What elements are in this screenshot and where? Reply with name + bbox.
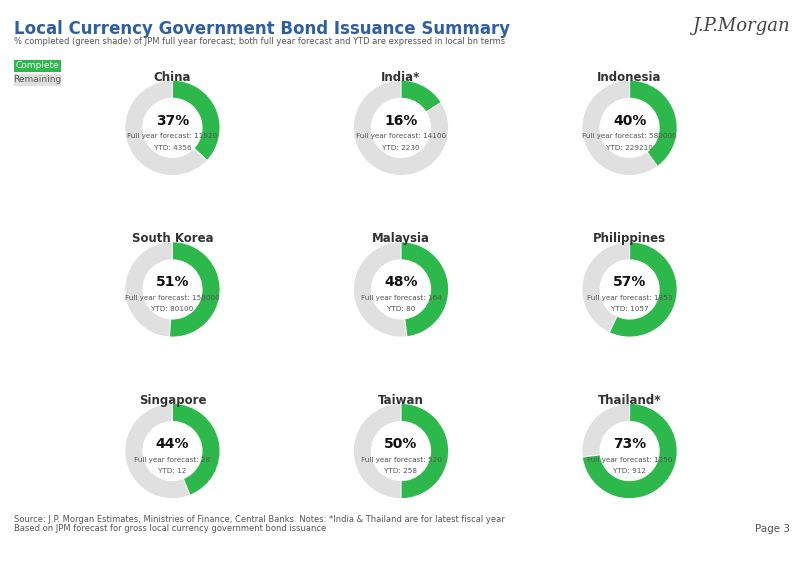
Text: Full year forecast: 158000: Full year forecast: 158000 bbox=[125, 295, 220, 301]
Text: Full year forecast: 520: Full year forecast: 520 bbox=[361, 456, 441, 463]
Wedge shape bbox=[172, 403, 220, 496]
Text: Full year forecast: 580000: Full year forecast: 580000 bbox=[582, 133, 677, 139]
Text: YTD: 912: YTD: 912 bbox=[613, 468, 646, 474]
Text: Based on JPM forecast for gross local currency government bond issuance: Based on JPM forecast for gross local cu… bbox=[14, 524, 326, 534]
Text: Source: J.P. Morgan Estimates, Ministries of Finance, Central Banks. Notes: *Ind: Source: J.P. Morgan Estimates, Ministrie… bbox=[14, 515, 505, 524]
Text: % completed (green shade) of JPM full year forecast; both full year forecast and: % completed (green shade) of JPM full ye… bbox=[14, 37, 505, 46]
Wedge shape bbox=[582, 403, 677, 499]
Wedge shape bbox=[354, 242, 448, 337]
Text: Full year forecast: 164: Full year forecast: 164 bbox=[361, 295, 441, 301]
Text: 50%: 50% bbox=[384, 437, 418, 451]
Text: 51%: 51% bbox=[156, 276, 189, 289]
Text: Singapore: Singapore bbox=[139, 394, 206, 407]
Text: 57%: 57% bbox=[613, 276, 646, 289]
Text: Philippines: Philippines bbox=[593, 232, 666, 246]
Text: Remaining: Remaining bbox=[14, 75, 62, 84]
Text: China: China bbox=[154, 71, 191, 84]
Text: 48%: 48% bbox=[384, 276, 418, 289]
Text: Page 3: Page 3 bbox=[755, 524, 790, 535]
Text: Full year forecast: 11920: Full year forecast: 11920 bbox=[128, 133, 217, 139]
Text: J.P.Morgan: J.P.Morgan bbox=[692, 17, 790, 35]
Text: 37%: 37% bbox=[156, 114, 189, 128]
Wedge shape bbox=[401, 80, 441, 112]
Wedge shape bbox=[401, 242, 448, 337]
Wedge shape bbox=[125, 403, 220, 499]
Wedge shape bbox=[125, 80, 220, 176]
Wedge shape bbox=[630, 80, 677, 167]
Text: South Korea: South Korea bbox=[132, 232, 213, 246]
Text: 16%: 16% bbox=[384, 114, 418, 128]
Text: Full year forecast: 28: Full year forecast: 28 bbox=[134, 456, 211, 463]
Wedge shape bbox=[582, 242, 677, 337]
Text: India*: India* bbox=[381, 71, 421, 84]
Wedge shape bbox=[610, 242, 677, 337]
Text: YTD: 258: YTD: 258 bbox=[384, 468, 418, 474]
Text: Complete: Complete bbox=[16, 61, 59, 70]
Text: Full year forecast: 1250: Full year forecast: 1250 bbox=[587, 456, 672, 463]
Wedge shape bbox=[172, 80, 220, 160]
Text: YTD: 1057: YTD: 1057 bbox=[611, 307, 648, 312]
Text: 40%: 40% bbox=[613, 114, 646, 128]
Wedge shape bbox=[354, 403, 448, 499]
Text: YTD: 2230: YTD: 2230 bbox=[383, 145, 419, 151]
Text: Taiwan: Taiwan bbox=[378, 394, 424, 407]
Wedge shape bbox=[354, 80, 448, 176]
Text: 44%: 44% bbox=[156, 437, 189, 451]
Wedge shape bbox=[125, 242, 220, 337]
Wedge shape bbox=[582, 403, 677, 499]
Text: Malaysia: Malaysia bbox=[372, 232, 430, 246]
Text: Full year forecast: 1853: Full year forecast: 1853 bbox=[587, 295, 672, 301]
Text: 73%: 73% bbox=[613, 437, 646, 451]
Text: YTD: 4356: YTD: 4356 bbox=[154, 145, 191, 151]
Text: Indonesia: Indonesia bbox=[597, 71, 662, 84]
Wedge shape bbox=[169, 242, 220, 337]
Text: YTD: 80: YTD: 80 bbox=[387, 307, 415, 312]
Text: YTD: 229210: YTD: 229210 bbox=[606, 145, 653, 151]
Text: Full year forecast: 14100: Full year forecast: 14100 bbox=[356, 133, 446, 139]
Wedge shape bbox=[401, 403, 448, 499]
Text: Local Currency Government Bond Issuance Summary: Local Currency Government Bond Issuance … bbox=[14, 20, 511, 38]
Text: YTD: 80100: YTD: 80100 bbox=[152, 307, 193, 312]
Text: Thailand*: Thailand* bbox=[597, 394, 662, 407]
Text: YTD: 12: YTD: 12 bbox=[158, 468, 187, 474]
Wedge shape bbox=[582, 80, 677, 176]
